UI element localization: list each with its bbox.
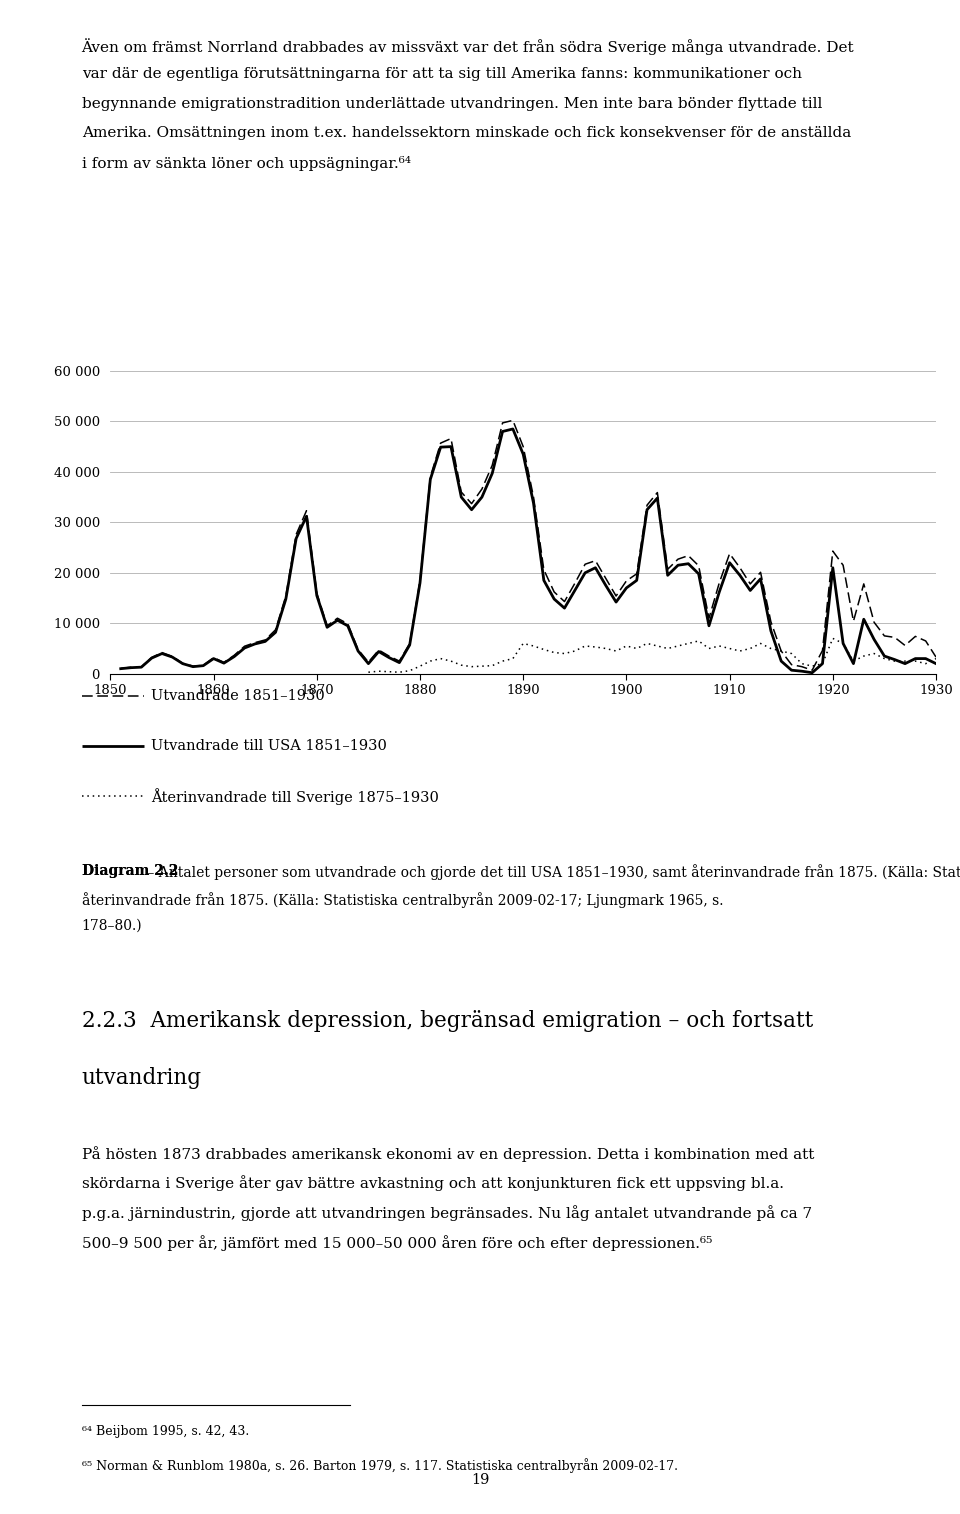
Text: Återinvandrade till Sverige 1875–1930: Återinvandrade till Sverige 1875–1930 bbox=[151, 787, 439, 805]
Text: 178–80.): 178–80.) bbox=[82, 919, 142, 933]
Text: i form av sänkta löner och uppsägningar.⁶⁴: i form av sänkta löner och uppsägningar.… bbox=[82, 156, 411, 171]
Text: 2.2.3  Amerikansk depression, begränsad emigration – och fortsatt: 2.2.3 Amerikansk depression, begränsad e… bbox=[82, 1010, 813, 1033]
Text: begynnande emigrationstradition underlättade utvandringen. Men inte bara bönder : begynnande emigrationstradition underlät… bbox=[82, 97, 822, 111]
Text: Även om främst Norrland drabbades av missväxt var det från södra Sverige många u: Även om främst Norrland drabbades av mis… bbox=[82, 38, 854, 55]
Text: – Antalet personer som utvandrade och gjorde det till USA 1851–1930, samt återin: – Antalet personer som utvandrade och gj… bbox=[143, 864, 960, 880]
Text: 19: 19 bbox=[470, 1473, 490, 1487]
Text: återinvandrade från 1875. (Källa: Statistiska centralbyrån 2009-02-17; Ljungmark: återinvandrade från 1875. (Källa: Statis… bbox=[82, 892, 723, 907]
Text: var där de egentliga förutsättningarna för att ta sig till Amerika fanns: kommun: var där de egentliga förutsättningarna f… bbox=[82, 67, 802, 82]
Text: Amerika. Omsättningen inom t.ex. handelssektorn minskade och fick konsekvenser f: Amerika. Omsättningen inom t.ex. handels… bbox=[82, 127, 851, 141]
Text: Diagram 2.2: Diagram 2.2 bbox=[82, 864, 178, 878]
Text: ⁶⁵ Norman & Runblom 1980a, s. 26. Barton 1979, s. 117. Statistiska centralbyrån : ⁶⁵ Norman & Runblom 1980a, s. 26. Barton… bbox=[82, 1458, 678, 1473]
Text: På hösten 1873 drabbades amerikansk ekonomi av en depression. Detta i kombinatio: På hösten 1873 drabbades amerikansk ekon… bbox=[82, 1146, 814, 1161]
Text: Utvandrade till USA 1851–1930: Utvandrade till USA 1851–1930 bbox=[151, 739, 387, 754]
Text: Utvandrade 1851–1930: Utvandrade 1851–1930 bbox=[151, 689, 324, 704]
Text: ⁶⁴ Beijbom 1995, s. 42, 43.: ⁶⁴ Beijbom 1995, s. 42, 43. bbox=[82, 1425, 249, 1438]
Text: 500–9 500 per år, jämfört med 15 000–50 000 åren före och efter depressionen.⁶⁵: 500–9 500 per år, jämfört med 15 000–50 … bbox=[82, 1234, 712, 1251]
Text: Diagram 2.2: Diagram 2.2 bbox=[82, 864, 178, 878]
Text: skördarna i Sverige åter gav bättre avkastning och att konjunkturen fick ett upp: skördarna i Sverige åter gav bättre avka… bbox=[82, 1175, 783, 1192]
Text: p.g.a. järnindustrin, gjorde att utvandringen begränsades. Nu låg antalet utvand: p.g.a. järnindustrin, gjorde att utvandr… bbox=[82, 1205, 812, 1220]
Text: utvandring: utvandring bbox=[82, 1067, 202, 1090]
